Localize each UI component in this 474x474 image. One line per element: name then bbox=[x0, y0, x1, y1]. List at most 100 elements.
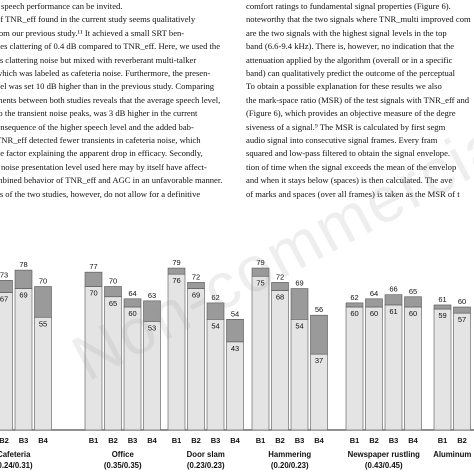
bar-lower-value: 59 bbox=[438, 311, 446, 320]
bar-tick-label: B1 bbox=[350, 436, 360, 445]
bar-tick-label: B2 bbox=[457, 436, 467, 445]
right-column-line: siveness of a signal.⁹ The MSR is calcul… bbox=[246, 121, 446, 132]
bar-lower bbox=[14, 288, 33, 431]
bar-top-value: 56 bbox=[315, 305, 323, 314]
left-column-line: which was labeled as cafeteria noise. Fu… bbox=[0, 68, 211, 79]
bar-upper bbox=[143, 300, 161, 322]
bar-upper bbox=[345, 302, 364, 308]
bar-lower-value: 60 bbox=[409, 309, 417, 318]
bar-top-value: 62 bbox=[350, 293, 358, 302]
bar-top-value: 69 bbox=[295, 279, 303, 288]
bar-upper bbox=[0, 280, 13, 293]
right-column-line: attenuation applied by the algorithm (ov… bbox=[246, 54, 453, 65]
left-column-line: es of the two studies, however, do not a… bbox=[0, 188, 201, 199]
bar-top-value: 63 bbox=[148, 291, 156, 300]
bar-lower-value: 61 bbox=[389, 307, 397, 316]
group-sub-label: (0.35/0.35) bbox=[104, 461, 142, 470]
bar-lower bbox=[34, 316, 52, 431]
group-name-label: Door slam bbox=[187, 450, 225, 459]
bar-tick-label: B3 bbox=[19, 436, 29, 445]
bar-tick-label: B1 bbox=[89, 436, 99, 445]
bar-upper bbox=[310, 314, 328, 355]
bar-tick-label: B2 bbox=[191, 436, 201, 445]
group-name-label: Newspaper rustling bbox=[348, 450, 421, 459]
bar-upper bbox=[123, 298, 142, 308]
bar-upper bbox=[271, 282, 289, 291]
bar-lower bbox=[206, 319, 225, 431]
left-text-column: r speech performance can be invited. of T… bbox=[0, 0, 228, 201]
bar-top-value: 79 bbox=[256, 258, 264, 267]
bar-top-value: 64 bbox=[370, 289, 378, 298]
bar-lower-value: 60 bbox=[350, 309, 358, 318]
bar-lower-value: 75 bbox=[256, 278, 264, 287]
right-column-line: and when it stays below (spaces) is then… bbox=[246, 175, 453, 186]
bar-lower-value: 37 bbox=[315, 356, 323, 365]
bar-upper bbox=[251, 267, 270, 277]
bar-upper bbox=[404, 296, 422, 308]
bar-tick-label: B3 bbox=[128, 436, 138, 445]
left-column-line: mbined behavior of TNR_eff and AGC in an… bbox=[0, 175, 223, 186]
bar-top-value: 70 bbox=[109, 277, 117, 286]
bar-lower bbox=[271, 290, 289, 431]
bar-lower bbox=[433, 308, 452, 431]
bar-lower bbox=[365, 306, 383, 431]
right-column-line: of marks and spaces (over all frames) is… bbox=[246, 188, 460, 199]
bar-top-value: 61 bbox=[438, 295, 446, 304]
right-column-line: noteworthy that the two signals where TN… bbox=[246, 14, 471, 25]
bar-upper bbox=[384, 294, 403, 306]
left-column-line: to the transient noise peaks, was 3 dB h… bbox=[0, 108, 198, 119]
right-column-line: the mark-space ratio (MSR) of the test s… bbox=[246, 94, 470, 105]
bar-lower-value: 60 bbox=[128, 309, 136, 318]
bar-top-value: 72 bbox=[276, 272, 284, 281]
bar-top-value: 64 bbox=[128, 289, 136, 298]
bar-upper bbox=[206, 302, 225, 320]
bar-lower-value: 69 bbox=[192, 291, 200, 300]
bar-lower bbox=[290, 319, 309, 431]
bar-lower-value: 65 bbox=[109, 299, 117, 308]
right-column-line: are the two signals with the highest sig… bbox=[246, 27, 447, 38]
bar-upper bbox=[226, 319, 244, 343]
bar-top-value: 72 bbox=[192, 272, 200, 281]
bar-lower-value: 54 bbox=[295, 321, 303, 330]
group-sub-label: (0.43/0.45) bbox=[365, 461, 403, 470]
bar-lower bbox=[345, 306, 364, 431]
left-column-line: hes clattering of 0.4 dB compared to TNR… bbox=[0, 41, 221, 52]
left-column-line: ments between both studies reveals that … bbox=[0, 94, 221, 105]
left-column-line: ne factor explaining the apparent drop i… bbox=[0, 148, 203, 159]
bar-tick-label: B3 bbox=[295, 436, 305, 445]
bar-lower-value: 55 bbox=[39, 319, 47, 328]
group-name-label: Aluminum bbox=[433, 450, 471, 459]
bar-lower bbox=[453, 312, 471, 431]
bar-lower-value: 43 bbox=[231, 344, 239, 353]
right-column-line: squared and low-pass filtered to obtain … bbox=[246, 148, 451, 159]
left-column-line: r speech performance can be invited. bbox=[0, 1, 123, 11]
bar-lower-value: 53 bbox=[148, 323, 156, 332]
bar-upper bbox=[187, 282, 205, 289]
group-sub-label: (0.20/0.23) bbox=[271, 461, 309, 470]
bar-upper bbox=[453, 306, 471, 314]
bar-lower-value: 54 bbox=[211, 321, 219, 330]
left-column-line: rom our previous study.¹¹ It achieved a … bbox=[0, 27, 185, 38]
left-column-line: TNR_eff detected fewer transients in caf… bbox=[0, 135, 201, 146]
bar-tick-label: B4 bbox=[230, 436, 240, 445]
right-text-column: comfort ratings to fundamental signal pr… bbox=[246, 0, 474, 201]
bar-upper bbox=[365, 298, 383, 308]
bar-top-value: 79 bbox=[172, 258, 180, 267]
group-name-label: Office bbox=[112, 450, 135, 459]
right-column-line: band) can qualitatively predict the outc… bbox=[246, 68, 456, 79]
group-name-label: Cafeteria bbox=[0, 450, 31, 459]
right-column-line: tion of time when the signal exceeds the… bbox=[246, 161, 457, 172]
bar-tick-label: B2 bbox=[108, 436, 118, 445]
bar-upper bbox=[290, 288, 309, 320]
right-column-line: band (6.6-9.4 kHz). There is, however, n… bbox=[246, 41, 455, 52]
bar-tick-label: B1 bbox=[438, 436, 448, 445]
bar-tick-label: B2 bbox=[369, 436, 379, 445]
right-column-line: audio signal into consecutive signal fra… bbox=[246, 135, 438, 146]
bar-top-value: 66 bbox=[389, 285, 397, 294]
left-column-line: onsequence of the higher speech level an… bbox=[0, 121, 194, 132]
bar-upper bbox=[167, 267, 186, 275]
bar-upper bbox=[34, 286, 52, 318]
bar-lower-value: 68 bbox=[276, 293, 284, 302]
bar-tick-label: B2 bbox=[275, 436, 285, 445]
bar-top-value: 70 bbox=[39, 277, 47, 286]
